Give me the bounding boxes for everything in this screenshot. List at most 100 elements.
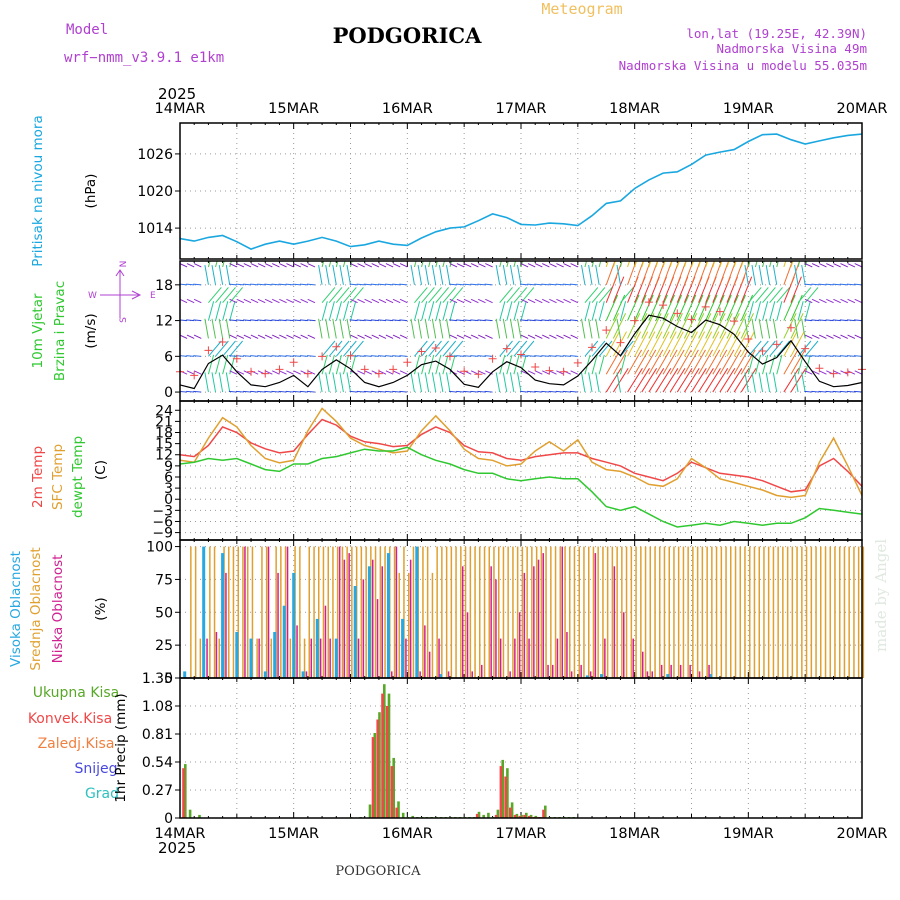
wind-arrow bbox=[698, 313, 712, 339]
cloud-bar bbox=[381, 566, 383, 678]
wind-arrow bbox=[385, 370, 394, 375]
wind-arrow bbox=[477, 319, 486, 322]
wind-arrow bbox=[847, 263, 856, 268]
y-tick-label: 12 bbox=[155, 314, 173, 330]
wind-arrow bbox=[428, 354, 435, 375]
bottom-time-labels: 14MAR 15MAR 16MAR 17MAR 18MAR 19MAR 20MAR bbox=[155, 826, 888, 842]
wind-arrow bbox=[225, 318, 231, 339]
legend-south: S bbox=[119, 317, 129, 323]
wind-arrow bbox=[399, 283, 408, 286]
wind-arrow bbox=[854, 263, 862, 268]
wind-arrow bbox=[463, 263, 472, 268]
wind-arrow bbox=[758, 372, 764, 393]
bottom-time-label: 19MAR bbox=[723, 826, 774, 842]
wind-arrow bbox=[286, 370, 294, 375]
wind-arrow bbox=[826, 334, 834, 339]
wind-arrow bbox=[364, 370, 373, 375]
wind-arrow bbox=[854, 370, 862, 375]
wind-axis-title-2: Brzina i Pravac bbox=[52, 281, 68, 381]
wind-arrow bbox=[392, 334, 401, 339]
gust-marker bbox=[843, 368, 852, 377]
wind-arrow bbox=[520, 263, 529, 268]
wind-arrow bbox=[555, 283, 564, 286]
wind-arrow bbox=[428, 301, 435, 321]
wind-arrow bbox=[410, 265, 415, 285]
precip-bar bbox=[544, 805, 547, 818]
wind-arrow bbox=[499, 301, 506, 321]
wind-arrow bbox=[541, 334, 550, 339]
wind-arrow bbox=[435, 354, 442, 375]
precip-bar bbox=[373, 733, 377, 818]
wind-arrow bbox=[180, 337, 181, 339]
wind-arrow bbox=[772, 318, 778, 339]
wind-arrow bbox=[776, 354, 783, 375]
wind-arrow bbox=[435, 261, 438, 268]
wind-arrow bbox=[804, 370, 813, 375]
precip-legend-item: Snijeg bbox=[74, 761, 117, 777]
wind-arrow bbox=[456, 319, 465, 322]
cloud-series-0 bbox=[183, 546, 712, 678]
wind-arrow bbox=[520, 319, 529, 322]
cloud-bar bbox=[267, 546, 270, 678]
wind-arrow bbox=[392, 390, 401, 393]
precip-legend-item: Konvek.Kisa bbox=[28, 711, 112, 727]
wind-arrow bbox=[825, 390, 834, 393]
wind-arrow bbox=[584, 287, 599, 304]
cloud-bar bbox=[507, 546, 509, 678]
cloud-bar bbox=[708, 674, 712, 678]
cloud-bar bbox=[334, 638, 338, 678]
wind-arrow bbox=[627, 294, 640, 321]
wind-arrow bbox=[825, 283, 834, 286]
wind-arrow bbox=[755, 287, 769, 304]
cloud-bar bbox=[604, 638, 606, 678]
wind-arrow bbox=[797, 287, 812, 304]
wind-arrow bbox=[641, 331, 656, 357]
wind-arrow bbox=[306, 319, 316, 322]
wind-arrow bbox=[378, 263, 387, 268]
panel-frame bbox=[179, 677, 863, 819]
wind-arrow bbox=[744, 318, 749, 339]
wind-arrow bbox=[598, 287, 613, 304]
pressure-line bbox=[179, 133, 863, 250]
wind-arrow bbox=[726, 331, 741, 357]
cloud-bar bbox=[405, 638, 407, 678]
wind-arrow bbox=[584, 261, 588, 268]
wind-arrow bbox=[818, 298, 827, 304]
cloud-bar bbox=[843, 546, 846, 678]
wind-arrow bbox=[218, 372, 224, 393]
cloud-bar bbox=[594, 553, 597, 678]
wind-arrow bbox=[555, 355, 564, 357]
wind-arrow bbox=[616, 318, 621, 339]
wind-arrow bbox=[556, 334, 564, 339]
cloud-bar bbox=[471, 671, 473, 678]
cloud-bar bbox=[422, 546, 424, 678]
wind-arrow bbox=[683, 349, 699, 375]
precip-bar bbox=[509, 807, 512, 818]
wind-arrow bbox=[754, 301, 762, 321]
gust-marker bbox=[289, 358, 298, 367]
cloud-bar bbox=[336, 546, 339, 678]
cloud-axis-title-low: Niska Oblacnost bbox=[50, 555, 66, 664]
gust-marker bbox=[445, 352, 454, 361]
top-time-label: 18MAR bbox=[609, 101, 660, 117]
wind-arrow bbox=[470, 283, 479, 286]
wind-arrow bbox=[285, 355, 294, 357]
wind-arrow bbox=[563, 334, 571, 339]
cloud-bar bbox=[247, 546, 249, 678]
wind-arrow bbox=[193, 263, 202, 268]
cloud-bar bbox=[673, 546, 675, 678]
cloud-bar bbox=[261, 546, 263, 678]
wind-arrow bbox=[616, 265, 621, 285]
cloud-bar bbox=[801, 546, 803, 678]
wind-arrow bbox=[378, 319, 387, 322]
wind-arrow bbox=[797, 301, 804, 321]
cloud-bar bbox=[308, 546, 310, 678]
wind-arrow bbox=[794, 372, 799, 393]
wind-arrow bbox=[676, 331, 691, 357]
wind-arrow bbox=[513, 287, 528, 304]
wind-arrow bbox=[794, 265, 799, 285]
cloud-bar bbox=[424, 625, 426, 678]
wind-arrow bbox=[332, 372, 337, 393]
gust-marker bbox=[389, 365, 398, 374]
wind-arrow bbox=[627, 349, 643, 375]
